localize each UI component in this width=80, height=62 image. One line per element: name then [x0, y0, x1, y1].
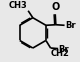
Text: CH2: CH2	[51, 49, 69, 58]
Text: Br: Br	[65, 21, 76, 30]
Text: Br: Br	[59, 45, 69, 54]
Text: CH3: CH3	[9, 1, 28, 10]
Text: O: O	[52, 2, 60, 12]
